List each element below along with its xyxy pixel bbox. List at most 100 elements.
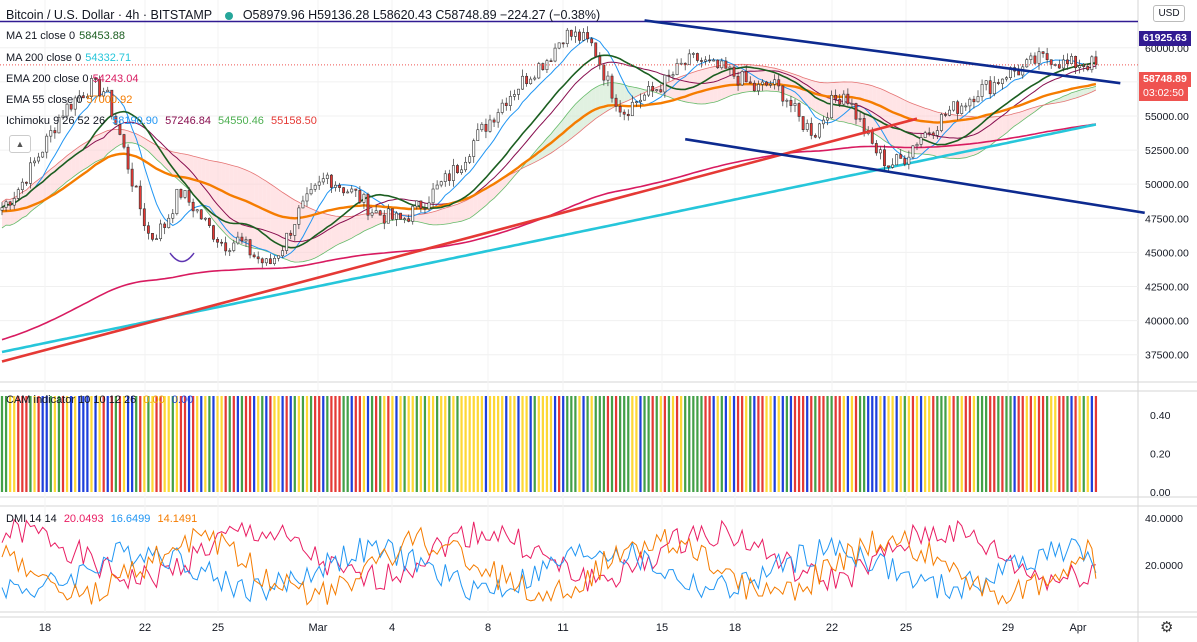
candle-body <box>65 103 69 117</box>
ohlc-low: L58620.43 <box>372 8 432 22</box>
legend-ema55[interactable]: EMA 55 close 0 57000.92 <box>6 94 133 106</box>
cam-bar <box>806 396 809 492</box>
candle-body <box>651 86 655 92</box>
legend-dmi[interactable]: DMI 14 14 20.0493 16.6499 14.1491 <box>6 513 198 525</box>
cam-bar <box>366 396 370 492</box>
cam-bar <box>980 396 984 492</box>
cam-bar <box>232 396 235 492</box>
cam-bar <box>395 396 398 492</box>
collapse-legend-button[interactable]: ▲ <box>9 135 31 153</box>
candle-body <box>435 184 439 190</box>
ichimoku-cloud-segment <box>193 156 198 200</box>
candle-body <box>151 233 154 240</box>
ichimoku-cloud-segment <box>229 164 234 241</box>
price-tick-label: 52500.00 <box>1145 145 1189 157</box>
ichimoku-cloud-segment <box>429 211 434 225</box>
legend-ma200[interactable]: MA 200 close 0 54332.71 <box>6 52 132 64</box>
cam-bar <box>383 396 386 492</box>
ichimoku-cloud-segment <box>888 92 893 146</box>
cam-bar <box>1017 396 1020 492</box>
candle-body <box>610 75 614 99</box>
ichimoku-cloud-segment <box>376 213 381 226</box>
legend-ema200[interactable]: EMA 200 close 0 54243.04 <box>6 73 139 85</box>
candle-body <box>191 201 195 212</box>
cam-bar <box>708 396 711 492</box>
cam-bar <box>749 396 752 492</box>
cam-bar <box>187 396 191 492</box>
candle-body <box>578 31 581 41</box>
cam-bar <box>1082 396 1085 492</box>
ichimoku-cloud-segment <box>445 206 450 225</box>
candle-body <box>232 242 236 251</box>
candle-body <box>590 38 594 44</box>
candle-body <box>972 98 976 103</box>
cam-bar <box>810 396 813 492</box>
candle-body <box>366 193 370 216</box>
candle-body <box>228 250 232 252</box>
ichimoku-cloud-segment <box>603 82 608 114</box>
ichimoku-cloud-segment <box>168 150 173 176</box>
cam-bar <box>476 396 479 492</box>
ichimoku-cloud-segment <box>323 213 328 254</box>
cam-bar <box>1050 396 1053 492</box>
cam-bar <box>25 396 28 492</box>
cam-bar <box>517 396 520 492</box>
candle-body <box>57 117 61 134</box>
ichimoku-cloud-segment <box>416 214 421 223</box>
candle-body <box>846 93 850 104</box>
candle-body <box>769 83 773 86</box>
candle-body <box>362 193 366 203</box>
candle-body <box>630 101 634 117</box>
legend-cam[interactable]: CAM indicator 10 10 12 26 0.00 0.00 <box>6 394 194 406</box>
candle-body <box>207 217 211 226</box>
candle-body <box>817 123 821 138</box>
candle-body <box>553 47 557 62</box>
cam-bar <box>1058 396 1061 492</box>
candle-body <box>281 250 285 257</box>
gear-icon[interactable]: ⚙ <box>1160 619 1174 636</box>
candle-body <box>268 258 272 265</box>
cam-bar <box>456 396 459 492</box>
ichimoku-cloud-segment <box>453 204 458 223</box>
ichimoku-cloud-segment <box>111 129 116 151</box>
ichimoku-cloud-segment <box>327 214 332 251</box>
symbol-title[interactable]: Bitcoin / U.S. Dollar · 4h · BITSTAMP <box>6 8 212 22</box>
ichimoku-cloud-segment <box>1051 99 1056 104</box>
ichimoku-cloud-segment <box>217 161 222 230</box>
candle-body <box>195 209 199 212</box>
ichimoku-cloud-segment <box>595 85 600 119</box>
cam-bar <box>895 396 898 492</box>
price-tick-label: 40000.00 <box>1145 316 1189 328</box>
cam-bar <box>1070 396 1073 492</box>
ichimoku-cloud-segment <box>339 216 344 244</box>
candle-body <box>244 239 248 242</box>
currency-label[interactable]: USD <box>1153 5 1185 22</box>
cam-bar <box>680 396 683 492</box>
legend-ichimoku[interactable]: Ichimoku 9 26 52 26 58190.90 57246.84 54… <box>6 115 317 127</box>
candle-body <box>842 93 846 105</box>
ichimoku-cloud-segment <box>567 108 572 142</box>
cam-bar <box>834 396 837 492</box>
candle-body <box>675 62 679 75</box>
cam-bar <box>1041 396 1045 492</box>
cam-bar <box>972 396 976 492</box>
candle-body <box>773 79 777 85</box>
candle-body <box>537 63 541 79</box>
ichimoku-cloud-segment <box>701 68 706 104</box>
cam-bar <box>822 396 825 492</box>
ichimoku-cloud-segment <box>1014 112 1019 127</box>
ichimoku-cloud-segment <box>246 169 251 248</box>
cam-bar <box>440 396 443 492</box>
cam-bar <box>789 396 793 492</box>
candle-body <box>1094 56 1098 66</box>
legend-ma21[interactable]: MA 21 close 0 58453.88 <box>6 30 125 42</box>
cam-bar <box>464 396 467 492</box>
ichimoku-cloud-segment <box>351 215 356 239</box>
ichimoku-cloud-segment <box>307 206 312 261</box>
candle-body <box>952 101 956 111</box>
ichimoku-cloud-segment <box>433 210 438 225</box>
candle-body <box>4 201 8 208</box>
cam-bar <box>220 396 223 492</box>
cam-bar <box>342 396 345 492</box>
